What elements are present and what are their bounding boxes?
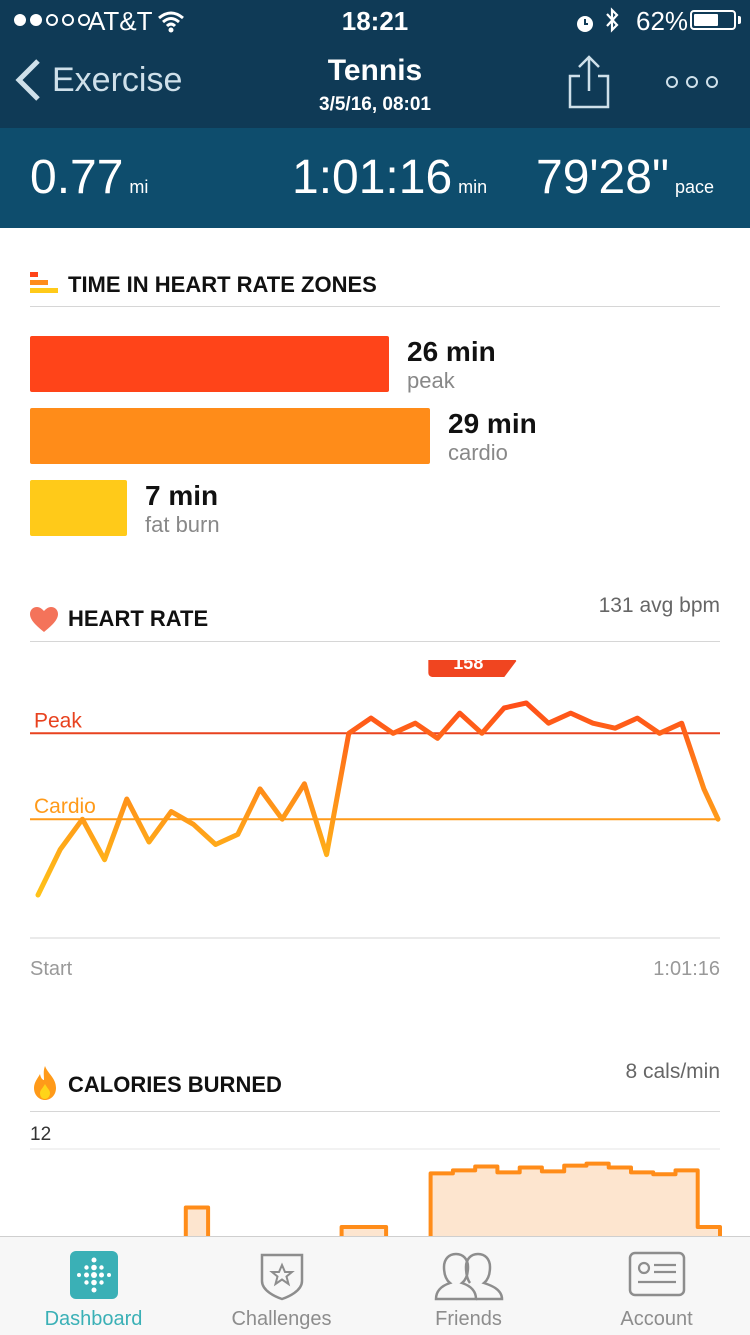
battery-percent: 62% [636, 6, 689, 36]
calories-line [183, 1161, 722, 1236]
pace-value: 79'28" [536, 151, 669, 204]
zone-minutes-cardio: 29 min [448, 408, 537, 439]
exercise-date: 3/5/16, 08:01 [319, 94, 431, 115]
duration-stat: 1:01:16 min [292, 150, 487, 205]
duration-value: 1:01:16 [292, 151, 453, 204]
back-button[interactable]: Exercise [14, 58, 182, 102]
average-heart-rate: 131 avg bpm [598, 594, 720, 617]
heart-rate-start-label: Start [30, 958, 73, 980]
zones-icon [30, 272, 58, 293]
cardio-zone-label: Cardio [34, 795, 96, 818]
navigation-bar: Exercise Tennis 3/5/16, 08:01 [0, 40, 750, 128]
battery-icon [690, 10, 736, 30]
tab-label: Challenges [231, 1308, 332, 1330]
signal-strength-icon [14, 14, 90, 26]
challenges-icon [260, 1253, 303, 1301]
heart-rate-line [35, 700, 721, 898]
calories-area [185, 1163, 720, 1236]
distance-value: 0.77 [30, 151, 124, 204]
divider [30, 306, 720, 307]
calories-chart [30, 1148, 722, 1236]
back-label: Exercise [52, 60, 183, 99]
zones-title: TIME IN HEART RATE ZONES [68, 272, 377, 297]
status-bar: AT&T 18:21 62% [0, 0, 750, 40]
duration-unit: min [458, 177, 488, 197]
calories-rate: 8 cals/min [625, 1060, 720, 1083]
tab-account[interactable]: Account [563, 1237, 750, 1335]
exercise-summary: 0.77 mi 1:01:16 min 79'28" pace [0, 128, 750, 228]
carrier-name: AT&T [88, 6, 153, 36]
peak-zone-label: Peak [34, 709, 82, 732]
divider [30, 1111, 720, 1112]
distance-stat: 0.77 mi [30, 150, 148, 205]
distance-unit: mi [129, 177, 149, 197]
status-time: 18:21 [341, 6, 409, 36]
max-heart-rate-label: 158 [453, 660, 483, 673]
pace-stat: 79'28" pace [536, 150, 714, 205]
tab-bar: Dashboard Challenges Friends Account [0, 1236, 750, 1335]
battery-tip [738, 16, 741, 24]
account-icon [628, 1251, 685, 1297]
share-icon [568, 55, 610, 109]
zone-label-peak: peak [407, 368, 455, 393]
chevron-left-icon [15, 59, 40, 101]
calories-y-max: 12 [30, 1124, 52, 1145]
divider [30, 641, 720, 642]
zone-minutes-peak: 26 min [407, 336, 496, 367]
bluetooth-icon [604, 7, 620, 40]
tab-friends[interactable]: Friends [375, 1237, 562, 1335]
max-heart-rate-callout: 158 [428, 660, 517, 677]
dashboard-icon [69, 1251, 118, 1299]
share-button[interactable] [566, 54, 612, 115]
tab-label: Dashboard [44, 1308, 143, 1330]
heart-rate-end-label: 1:01:16 [653, 958, 720, 980]
friends-icon [434, 1252, 503, 1301]
pace-unit: pace [674, 177, 715, 197]
calories-title: CALORIES BURNED [68, 1072, 282, 1097]
zone-minutes-fat-burn: 7 min [145, 480, 219, 511]
zone-bar-peak [30, 336, 389, 392]
tab-challenges[interactable]: Challenges [188, 1237, 375, 1335]
heart-icon [30, 607, 58, 632]
heart-rate-title: HEART RATE [68, 606, 209, 631]
tab-label: Friends [435, 1308, 502, 1330]
zone-label-fat-burn: fat burn [145, 512, 220, 537]
wifi-icon [158, 9, 184, 40]
alarm-icon [574, 10, 596, 41]
heart-rate-chart: Peak Cardio 158 [30, 660, 721, 939]
tab-label: Account [620, 1308, 693, 1330]
zone-label-cardio: cardio [448, 440, 508, 465]
zone-bar-fat-burn [30, 480, 127, 536]
more-options-button[interactable] [666, 76, 718, 88]
tab-dashboard[interactable]: Dashboard [0, 1237, 187, 1335]
page-title: Tennis [327, 54, 423, 87]
zone-bar-cardio [30, 408, 430, 464]
flame-icon [34, 1066, 56, 1100]
